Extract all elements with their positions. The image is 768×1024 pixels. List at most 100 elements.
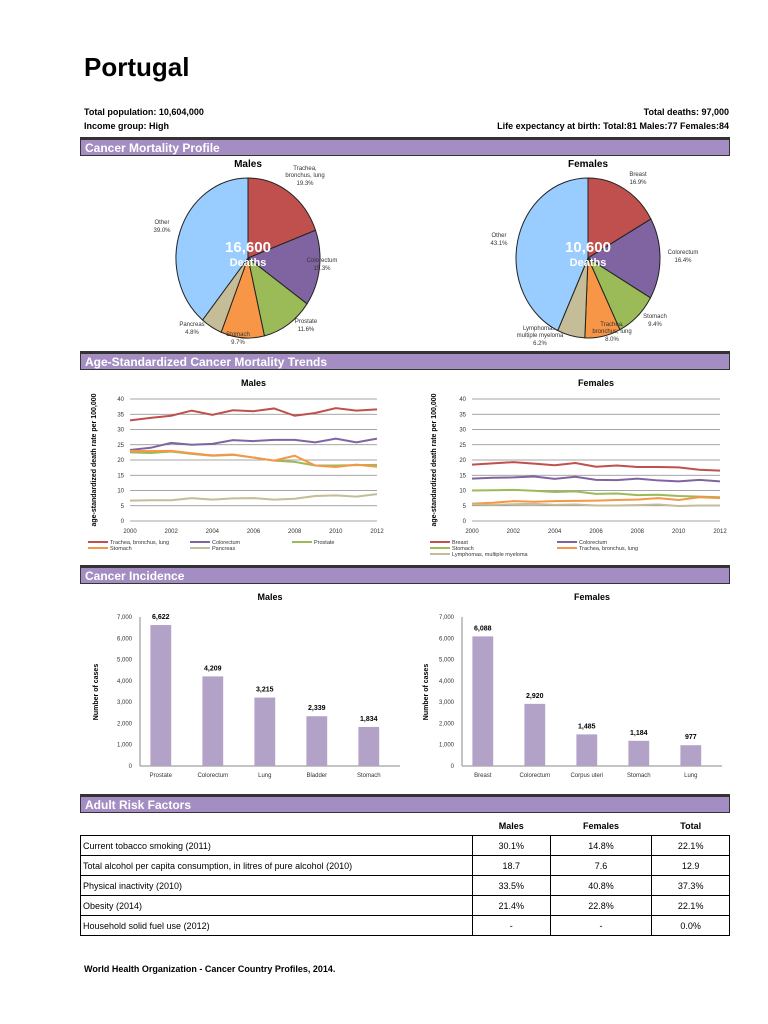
pie-label: multiple myeloma <box>517 333 564 339</box>
pie-slice <box>175 177 249 321</box>
y-tick-label: 5,000 <box>117 658 133 664</box>
legend-label: Stomach <box>110 546 132 552</box>
pie-center-label: Deaths <box>230 257 267 269</box>
pie-slice <box>587 218 661 299</box>
y-tick-label: 35 <box>459 412 466 418</box>
pie-slice <box>587 177 652 259</box>
x-category-label: Corpus uteri <box>570 773 603 779</box>
y-tick-label: 7,000 <box>439 615 455 621</box>
series-line <box>471 461 721 472</box>
series-line <box>471 502 720 508</box>
y-tick-label: 0 <box>121 519 125 525</box>
x-category-label: Prostate <box>150 773 173 779</box>
y-tick-label: 1,000 <box>439 743 455 749</box>
risk-label: Household solid fuel use (2012) <box>80 915 473 936</box>
series-line <box>129 407 378 422</box>
y-axis-label: age-standardized death rate per 100,000 <box>431 393 438 526</box>
x-category-label: Stomach <box>627 773 651 779</box>
col-males: Males <box>498 820 524 831</box>
risk-value: - <box>472 915 551 936</box>
legend-label: Breast <box>452 540 468 546</box>
y-tick-label: 10 <box>459 489 466 495</box>
bar-value-label: 4,209 <box>204 665 222 672</box>
y-tick-label: 20 <box>117 458 124 464</box>
bar-value-label: 6,088 <box>474 625 492 632</box>
x-category-label: Colorectum <box>519 773 550 779</box>
bar <box>524 703 546 766</box>
pie-label: Trachea, <box>293 166 317 172</box>
pie-label: Trachea, <box>600 322 624 328</box>
pie-percent: 8.0% <box>605 337 619 343</box>
bar <box>358 726 380 766</box>
pie-label: bronchus, lung <box>285 173 324 179</box>
y-tick-label: 35 <box>117 412 124 418</box>
risk-value: 7.6 <box>549 855 653 876</box>
y-tick-label: 7,000 <box>117 615 133 621</box>
risk-value: 33.5% <box>472 875 551 896</box>
line-chart-title: Females <box>578 378 614 388</box>
pie-percent: 11.6% <box>298 327 315 333</box>
bar <box>306 716 328 766</box>
series-line <box>129 449 378 469</box>
series-line <box>129 437 378 451</box>
risk-value: 21.4% <box>472 895 551 916</box>
pie-title: Males <box>234 159 262 170</box>
legend-label: Trachea, bronchus, lung <box>579 546 638 552</box>
x-category-label: Breast <box>474 773 492 779</box>
y-tick-label: 1,000 <box>117 743 133 749</box>
risk-label: Total alcohol per capita consumption, in… <box>80 855 473 876</box>
y-tick-label: 30 <box>459 428 466 434</box>
risk-label: Physical inactivity (2010) <box>80 875 473 896</box>
income-group: Income group: High <box>84 121 169 131</box>
y-axis-label: Number of cases <box>423 664 430 721</box>
y-tick-label: 15 <box>459 473 466 479</box>
pie-label: Lymphomas, <box>523 326 557 332</box>
risk-value: 0.0% <box>651 915 730 936</box>
bar <box>150 625 172 766</box>
x-tick-label: 2012 <box>713 529 727 535</box>
pie-label: bronchus, lung <box>592 329 631 335</box>
y-tick-label: 5 <box>121 504 125 510</box>
x-tick-label: 2006 <box>589 529 603 535</box>
x-tick-label: 2002 <box>507 529 521 535</box>
x-tick-label: 2006 <box>247 529 261 535</box>
total-population: Total population: 10,604,000 <box>84 107 204 117</box>
risk-value: 22.8% <box>549 895 653 916</box>
table-row: Household solid fuel use (2012) - -0.0% <box>80 915 730 936</box>
series-line <box>129 493 378 502</box>
legend-label: Lymphomas, multiple myeloma <box>452 552 529 558</box>
pie-label: Pancreas <box>179 322 204 328</box>
pie-slice <box>515 177 589 332</box>
bar <box>202 676 224 766</box>
y-tick-label: 4,000 <box>117 679 133 685</box>
y-tick-label: 25 <box>459 443 466 449</box>
col-females: Females <box>582 820 619 831</box>
y-tick-label: 3,000 <box>117 700 133 706</box>
pie-percent: 19.3% <box>296 181 314 187</box>
pie-percent: 9.4% <box>648 322 662 328</box>
risk-label: Current tobacco smoking (2011) <box>80 835 473 856</box>
pie-label: Prostate <box>295 319 318 325</box>
section-header-incidence: Cancer Incidence <box>80 567 730 584</box>
risk-value: 18.7 <box>472 855 551 876</box>
y-tick-label: 0 <box>451 764 455 770</box>
risk-value: - <box>549 915 653 936</box>
legend-label: Colorectum <box>579 540 608 546</box>
footer: World Health Organization - Cancer Count… <box>84 964 336 974</box>
pie-percent: 4.8% <box>185 330 199 336</box>
pie-label: Other <box>491 233 506 239</box>
y-tick-label: 20 <box>459 458 466 464</box>
series-line <box>471 488 721 499</box>
country-title: Portugal <box>84 52 190 82</box>
y-tick-label: 2,000 <box>117 721 133 727</box>
pie-percent: 16.9% <box>629 180 647 186</box>
risk-value: 30.1% <box>472 835 551 856</box>
y-axis-label: Number of cases <box>93 664 100 721</box>
pie-percent: 39.0% <box>153 228 171 234</box>
risk-value: 14.8% <box>549 835 653 856</box>
x-category-label: Lung <box>258 773 271 779</box>
col-total: Total <box>680 820 702 831</box>
risk-value: 12.9 <box>651 855 730 876</box>
pie-percent: 15.3% <box>313 266 331 272</box>
